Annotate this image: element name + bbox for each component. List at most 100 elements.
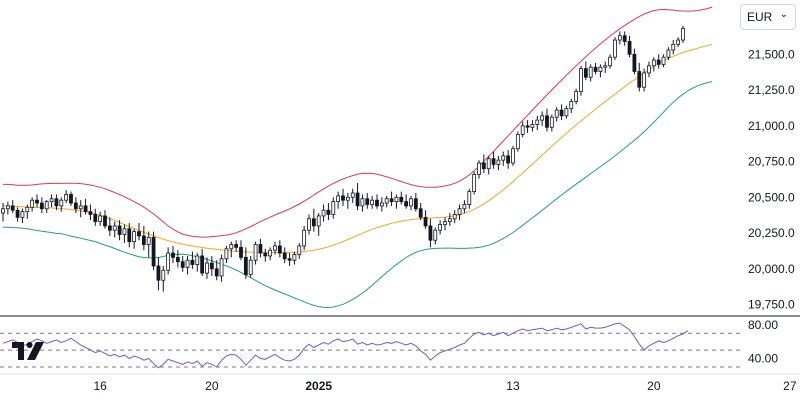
candle (632, 48, 637, 75)
candle-body (515, 134, 520, 150)
candle-body (477, 162, 481, 175)
candle-body (30, 199, 35, 208)
candle (671, 40, 676, 55)
candle (253, 241, 258, 265)
price-axis[interactable]: 21,750.021,500.021,250.021,000.020,750.0… (748, 12, 795, 312)
candle (554, 107, 559, 122)
candle (239, 240, 243, 261)
candle (579, 65, 583, 96)
candle-body (545, 115, 549, 128)
candle-body (224, 248, 229, 260)
candle (185, 255, 190, 275)
candle (666, 47, 671, 61)
candle-body (520, 125, 525, 135)
candle-body (44, 201, 49, 210)
candle-body (588, 66, 593, 78)
candle-body (1, 208, 5, 214)
candle-body (501, 155, 506, 161)
candle-body (73, 202, 78, 210)
candle (530, 120, 535, 132)
tradingview-logo-icon[interactable] (10, 340, 46, 362)
candle-body (185, 259, 190, 268)
rsi-axis[interactable]: 80.00 40.00 (748, 318, 778, 366)
candle (117, 220, 122, 241)
candle (438, 220, 443, 235)
candle-body (83, 205, 88, 213)
candle-body (574, 91, 579, 102)
candle (171, 245, 175, 264)
candle (15, 207, 20, 222)
candle-body (137, 231, 141, 237)
candle (535, 115, 540, 131)
candle-body (617, 35, 622, 41)
candle (175, 250, 180, 268)
candle (389, 191, 394, 206)
candle (282, 247, 287, 264)
candle (292, 251, 297, 265)
candle (428, 218, 433, 248)
candle-body (307, 218, 311, 231)
candle (656, 54, 661, 69)
time-axis[interactable]: 16 20 2025 13 20 27 (93, 379, 796, 393)
candle (326, 203, 331, 221)
candle-body (345, 196, 350, 201)
candle (472, 171, 477, 195)
candle-body (413, 198, 418, 210)
candle-body (409, 198, 413, 207)
candle (447, 213, 452, 226)
candle (418, 203, 423, 221)
bollinger-upper-line (3, 6, 713, 238)
candle-body (506, 155, 511, 164)
candle (44, 200, 49, 214)
candle-body (161, 269, 166, 281)
candle-body (676, 39, 681, 45)
candle-body (355, 192, 360, 207)
candle-body (146, 236, 151, 245)
candle-body (156, 265, 161, 281)
candle-body (98, 215, 103, 223)
candle (511, 145, 515, 166)
candle (234, 240, 239, 252)
candle-body (583, 68, 588, 78)
candle-body (472, 174, 477, 192)
candle (122, 224, 127, 244)
candle-body (59, 199, 64, 207)
candle (608, 54, 613, 69)
price-tick-label: 21,000.0 (748, 119, 795, 133)
candle (379, 197, 384, 212)
candle-body (428, 225, 433, 241)
candle-body (370, 199, 375, 205)
candle (647, 61, 651, 78)
candle (180, 255, 185, 272)
candle-body (671, 43, 676, 51)
candle-body (681, 28, 685, 41)
candle-body (564, 108, 569, 117)
candle (375, 194, 379, 209)
candle (83, 198, 88, 215)
candle-body (622, 35, 627, 42)
currency-select[interactable]: EUR ⌄ (740, 4, 796, 30)
candle (506, 150, 511, 169)
candle (30, 197, 35, 212)
candle-body (661, 56, 666, 65)
candle-body (248, 259, 253, 275)
candle-body (350, 192, 355, 198)
candle-body (656, 59, 661, 65)
candle (617, 31, 622, 45)
candle-body (379, 202, 384, 207)
candle (297, 243, 302, 259)
candle (355, 183, 360, 211)
candle (603, 61, 608, 73)
candle-body (122, 228, 127, 235)
candle (642, 68, 647, 92)
candle (161, 265, 166, 292)
candle (404, 194, 409, 209)
candle-body (297, 245, 302, 255)
candle-body (569, 101, 574, 110)
candle-body (433, 229, 438, 241)
candle-body (69, 194, 73, 204)
candle-body (608, 56, 613, 67)
candle (316, 213, 321, 236)
candle-body (384, 198, 389, 204)
